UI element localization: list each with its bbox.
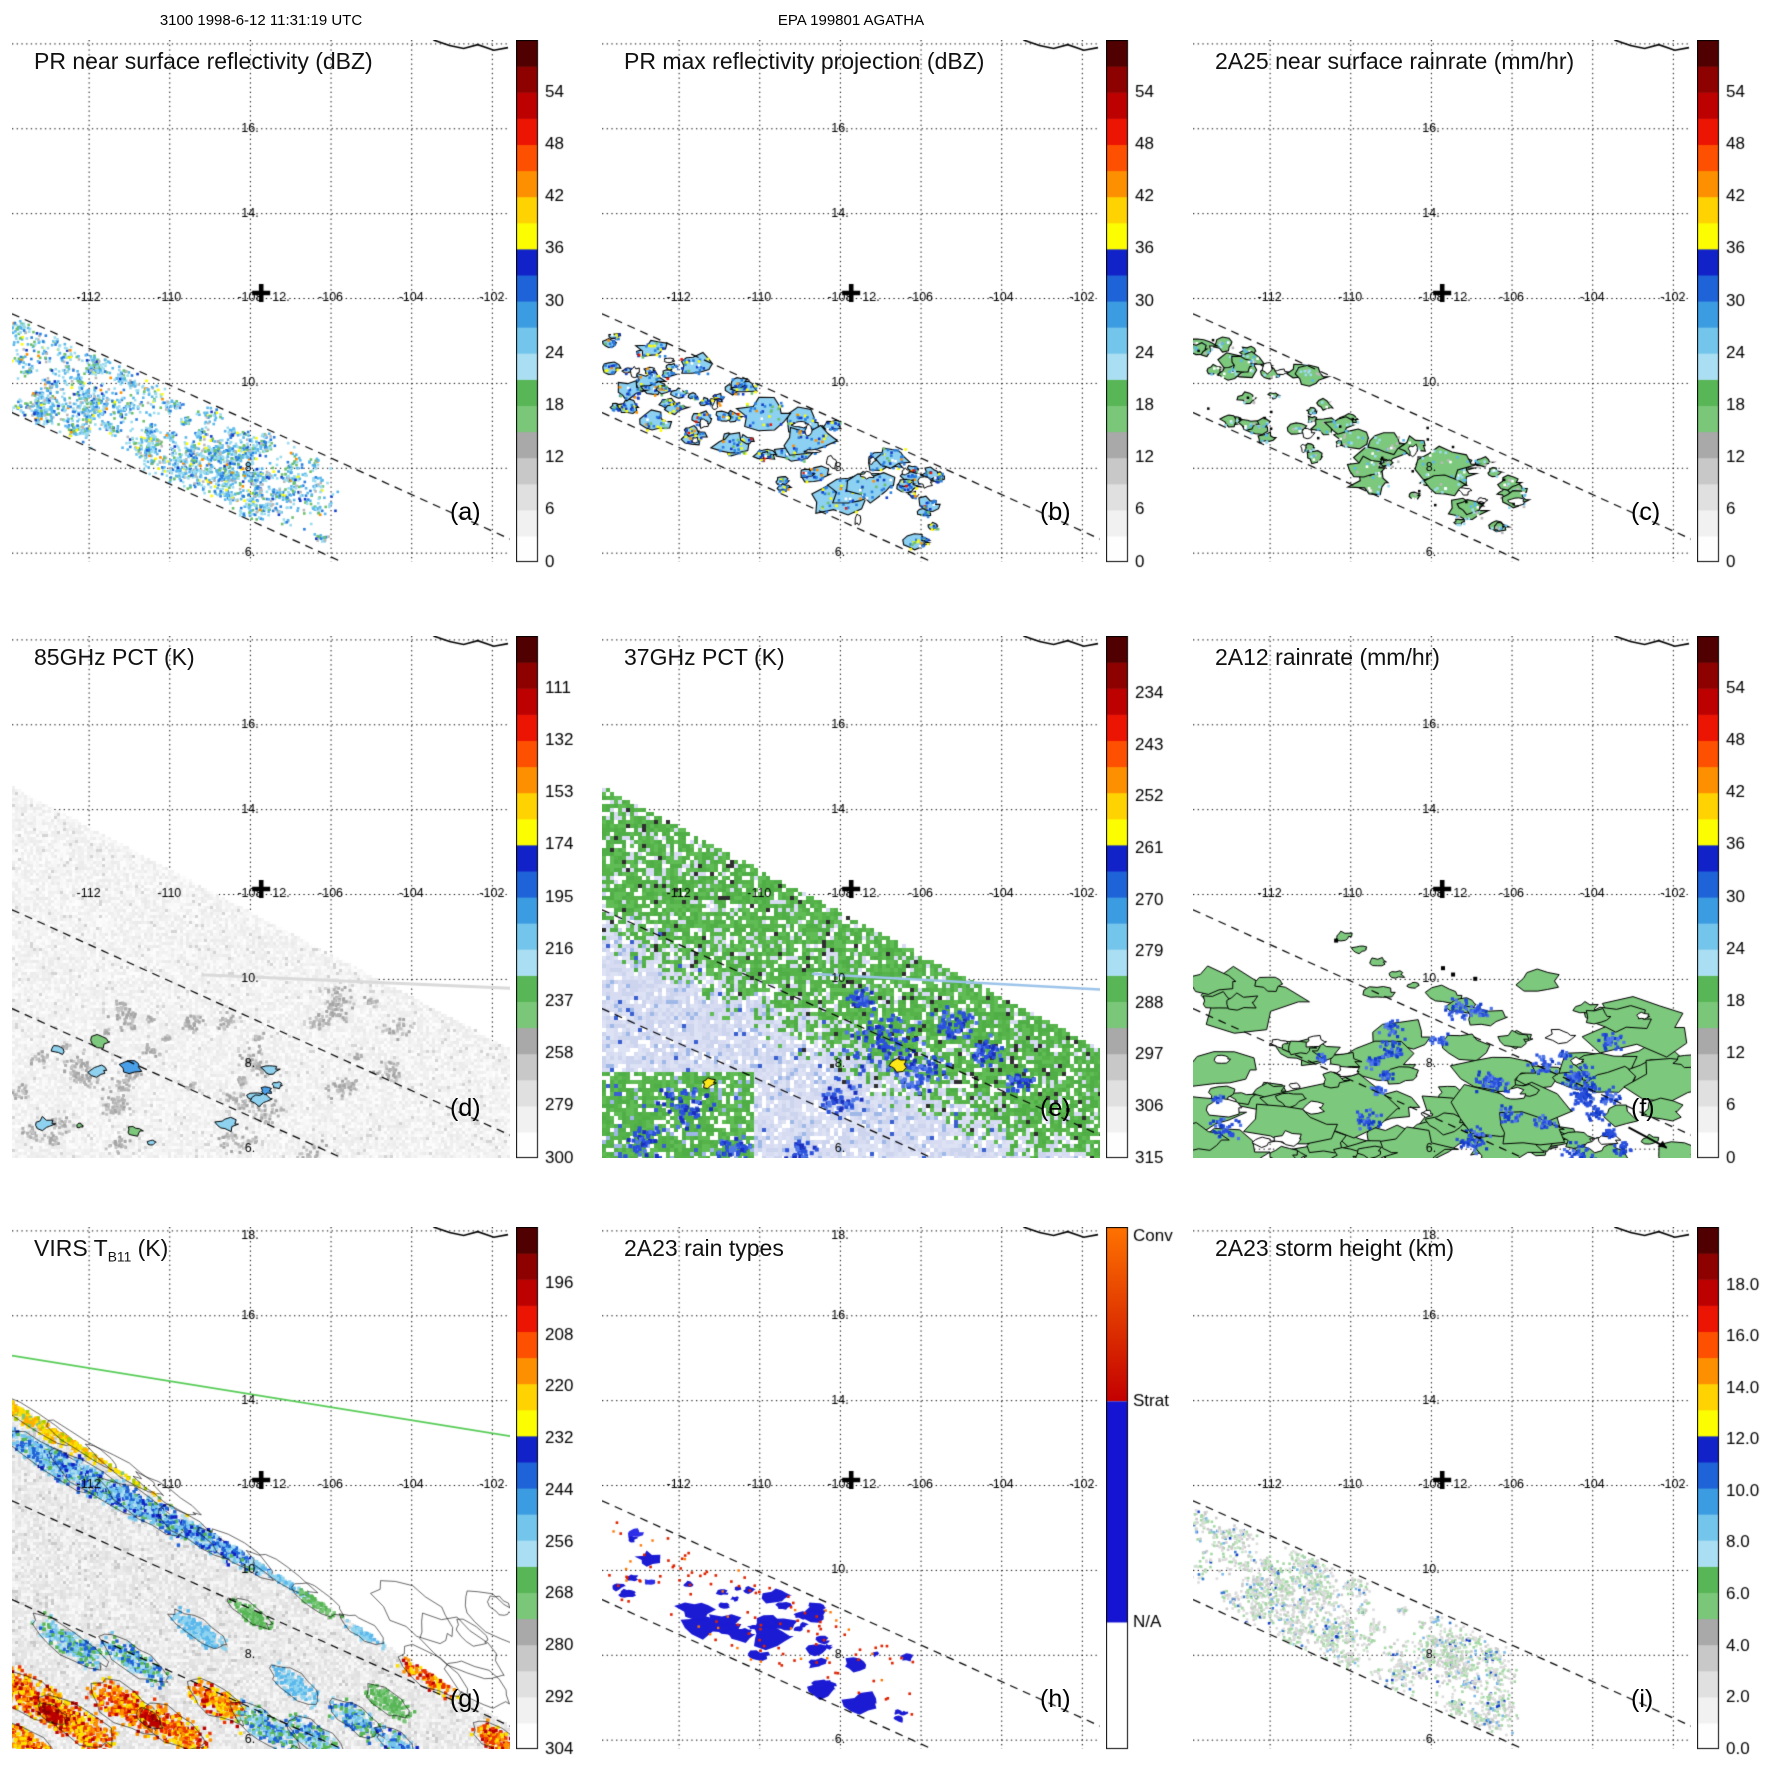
panel-title-g-main: VIRS T <box>34 1235 108 1261</box>
map-canvas-b <box>602 40 1100 562</box>
map-canvas-c <box>1193 40 1691 562</box>
colorbar-canvas-f <box>1697 636 1771 1170</box>
panel-letter-d: (d) <box>450 1094 481 1122</box>
panel-title-e: 37GHz PCT (K) <box>624 644 785 670</box>
colorbar-canvas-b <box>1106 40 1184 574</box>
panel-title-c: 2A25 near surface rainrate (mm/hr) <box>1215 48 1575 74</box>
panel-letter-h: (h) <box>1040 1685 1071 1713</box>
panel-title-g: VIRS TB11 (K) <box>34 1235 168 1265</box>
map-canvas-g <box>12 1227 510 1749</box>
map-canvas-h <box>602 1227 1100 1749</box>
map-canvas-i <box>1193 1227 1691 1749</box>
map-canvas-f <box>1193 636 1691 1158</box>
panel-letter-b: (b) <box>1040 498 1071 526</box>
panel-title-b: PR max reflectivity projection (dBZ) <box>624 48 985 74</box>
colorbar-canvas-e <box>1106 636 1184 1170</box>
header-storm-name: EPA 199801 AGATHA <box>777 12 925 29</box>
panel-letter-c: (c) <box>1631 498 1661 526</box>
map-canvas-a <box>12 40 510 562</box>
colorbar-canvas-h <box>1106 1227 1184 1761</box>
panel-title-g-units: (K) <box>131 1235 169 1261</box>
colorbar-canvas-a <box>516 40 594 574</box>
panel-letter-i: (i) <box>1631 1685 1654 1713</box>
colorbar-canvas-c <box>1697 40 1771 574</box>
panel-letter-a: (a) <box>450 498 481 526</box>
panel-letter-f: (f) <box>1631 1094 1655 1122</box>
panel-title-i: 2A23 storm height (km) <box>1215 1235 1455 1261</box>
colorbar-canvas-d <box>516 636 594 1170</box>
panel-letter-e: (e) <box>1040 1094 1071 1122</box>
header-orbit-time: 3100 1998-6-12 11:31:19 UTC <box>159 12 363 29</box>
panel-title-h: 2A23 rain types <box>624 1235 784 1261</box>
colorbar-canvas-g <box>516 1227 594 1761</box>
panel-letter-g: (g) <box>450 1685 481 1713</box>
panel-title-a: PR near surface reflectivity (dBZ) <box>34 48 373 74</box>
panel-title-d: 85GHz PCT (K) <box>34 644 195 670</box>
panel-title-f: 2A12 rainrate (mm/hr) <box>1215 644 1440 670</box>
panel-title-g-subscript: B11 <box>107 1249 132 1265</box>
colorbar-canvas-i <box>1697 1227 1771 1761</box>
map-canvas-e <box>602 636 1100 1158</box>
map-canvas-d <box>12 636 510 1158</box>
